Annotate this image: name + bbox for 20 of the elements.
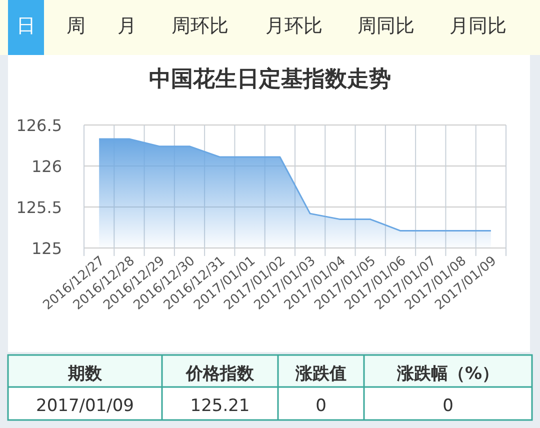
y-tick-label: 125.5 [16,198,62,217]
text: 价格指数 [185,364,255,384]
text: 周同比 [358,15,414,37]
text: 月 [118,15,136,37]
text: 期数 [67,364,103,384]
text: 0 [442,396,454,416]
chart-title: 中国花生日定基指数走势 [149,66,391,92]
text: 涨跌幅（%） [396,364,500,384]
y-tick-label: 126.5 [16,116,62,135]
y-tick-label: 125 [31,239,62,258]
y-tick-label: 126 [31,157,62,176]
text: 周 [66,15,86,37]
text: 0 [316,396,326,416]
text: 涨跌值 [294,364,346,384]
text: 月同比 [450,15,506,37]
text: 周环比 [172,15,228,37]
text: 日 [16,15,36,37]
text: 125.21 [190,396,250,416]
text: 月环比 [266,15,322,37]
text: 2017/01/09 [36,396,134,416]
